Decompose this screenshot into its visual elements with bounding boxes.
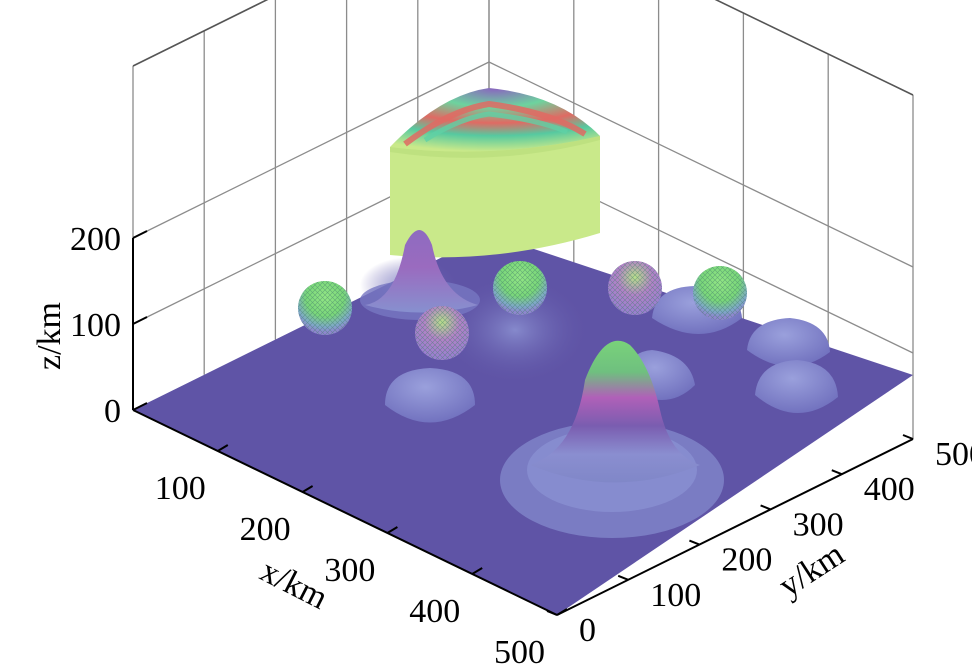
x-tick-label: 400: [409, 593, 460, 630]
y-tick: [546, 610, 558, 616]
x-tick: [302, 485, 314, 493]
axes-layer: [132, 230, 914, 616]
hemisphere: [385, 368, 475, 423]
y-tick-label: 100: [650, 577, 701, 614]
y-tick-label: 400: [864, 471, 915, 508]
x-tick: [471, 567, 483, 575]
y-axis-line: [556, 438, 914, 616]
z-tick: [132, 402, 148, 411]
sphere: [693, 266, 747, 320]
z-tick: [132, 316, 148, 325]
z-tick: [132, 230, 148, 239]
sphere: [298, 281, 352, 335]
x-tick-label: 500: [494, 634, 545, 664]
hemisphere: [755, 360, 838, 414]
sphere: [608, 261, 662, 315]
labels-layer: 0 100 200 100 200 300 400 500 0 100 200 300 400 500: [70, 221, 972, 664]
grid-line: [132, 61, 490, 239]
z-axis-title: z/km: [31, 302, 68, 370]
spheres: [298, 261, 747, 360]
y-tick: [689, 539, 700, 546]
x-tick-label: 300: [324, 552, 375, 589]
sphere: [493, 261, 547, 315]
x-axis-title: x/km: [254, 552, 333, 617]
x-tick: [386, 526, 398, 534]
box-edge: [714, 0, 914, 96]
x-tick-label: 200: [240, 511, 291, 548]
y-tick: [617, 574, 629, 581]
y-tick: [831, 469, 843, 476]
x-tick-label: 100: [155, 470, 206, 507]
box-edge: [132, 0, 269, 67]
y-tick-label: 300: [793, 506, 844, 543]
sphere: [415, 306, 469, 360]
z-tick-label: 200: [70, 221, 121, 258]
y-tick: [902, 434, 914, 440]
y-tick-label: 200: [721, 542, 772, 579]
y-tick: [760, 504, 771, 511]
y-tick-label: 0: [579, 612, 596, 649]
gaussian-peak-front: [500, 340, 724, 538]
hemisphere: [747, 318, 830, 367]
z-tick-label: 100: [70, 307, 121, 344]
y-axis-title: y/km: [772, 536, 851, 605]
grid-line: [488, 61, 914, 268]
y-tick-label: 500: [935, 436, 972, 473]
cylinder-object: [390, 88, 600, 258]
x-axis-line: [132, 409, 558, 616]
z-tick-label: 0: [104, 393, 121, 430]
x-tick: [556, 608, 568, 616]
x-tick: [217, 444, 229, 452]
